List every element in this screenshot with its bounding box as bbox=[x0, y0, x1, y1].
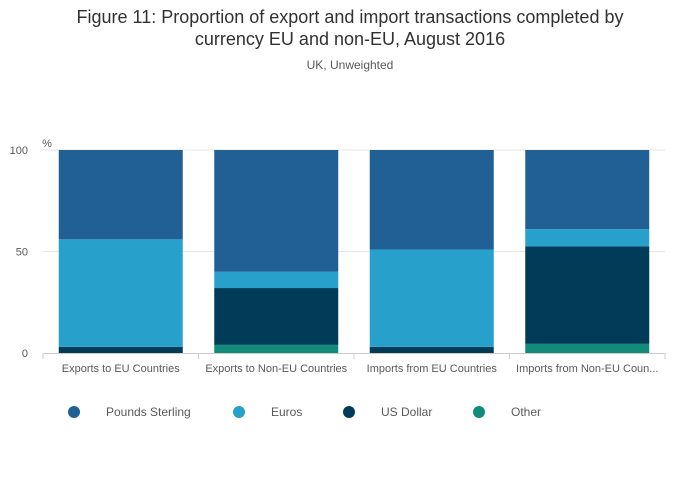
y-tick-label: 50 bbox=[16, 247, 28, 259]
bar-segment-euros bbox=[525, 229, 650, 247]
legend-swatch-euros bbox=[233, 406, 245, 418]
bar-segment-pounds-sterling bbox=[369, 150, 494, 250]
bar-segment-us-dollar bbox=[214, 288, 339, 345]
bar-segment-us-dollar bbox=[525, 246, 650, 344]
legend-label-pounds-sterling: Pounds Sterling bbox=[106, 405, 191, 419]
stacked-bar-chart: 0 50 100% Exports to EU Countries Exports to… bbox=[10, 138, 666, 375]
legend-item-euros[interactable]: Euros bbox=[233, 405, 302, 419]
legend-label-other: Other bbox=[511, 405, 542, 419]
x-tick-label: Exports to EU Countries bbox=[62, 363, 180, 375]
legend-swatch-us-dollar bbox=[343, 406, 355, 418]
bar-segment-us-dollar bbox=[369, 346, 494, 353]
chart-title: Figure 11: Proportion of export and impo… bbox=[0, 6, 700, 50]
x-tick-label: Exports to Non-EU Countries bbox=[205, 363, 347, 375]
legend-label-euros: Euros bbox=[271, 405, 303, 419]
legend-item-us-dollar[interactable]: US Dollar bbox=[343, 405, 432, 419]
y-tick-label: 0 bbox=[22, 348, 28, 360]
bar-segment-pounds-sterling bbox=[214, 150, 339, 272]
legend-item-other[interactable]: Other bbox=[473, 405, 541, 419]
chart-title-line-2: currency EU and non-EU, August 2016 bbox=[194, 29, 506, 49]
bar-segment-euros bbox=[58, 239, 183, 347]
chart-subtitle: UK, Unweighted bbox=[306, 58, 394, 72]
legend-swatch-other bbox=[473, 406, 485, 418]
y-axis-label: % bbox=[42, 138, 52, 150]
legend-item-pounds-sterling[interactable]: Pounds Sterling bbox=[68, 405, 191, 419]
bar-segment-euros bbox=[214, 271, 339, 289]
legend-swatch-pounds-sterling bbox=[68, 406, 80, 418]
y-tick-label: 100 bbox=[10, 145, 28, 157]
bar-segment-other bbox=[214, 344, 339, 353]
bar-segment-us-dollar bbox=[58, 346, 183, 353]
bar-segment-other bbox=[525, 343, 650, 353]
legend-label-us-dollar: US Dollar bbox=[381, 405, 433, 419]
x-tick-label: Imports from EU Countries bbox=[367, 363, 498, 375]
chart-title-line-1: Figure 11: Proportion of export and impo… bbox=[76, 7, 624, 27]
x-tick-label: Imports from Non-EU Coun... bbox=[516, 363, 658, 375]
bar-segment-euros bbox=[369, 249, 494, 347]
bar-segment-pounds-sterling bbox=[525, 150, 650, 230]
bar-segment-pounds-sterling bbox=[58, 150, 183, 240]
